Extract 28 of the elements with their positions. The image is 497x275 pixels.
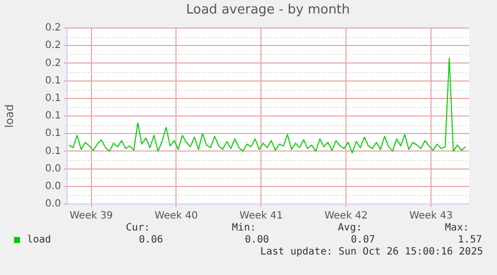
x-tick-label: Week 43 — [409, 210, 453, 222]
text: Avg: — [338, 222, 362, 234]
x-tick-label: Week 39 — [70, 210, 113, 222]
x-tick-label: Week 42 — [324, 210, 368, 222]
y-tick-label: 0.2 — [45, 58, 61, 69]
y-tick-label: 0.0 — [45, 163, 61, 174]
text: Last update: Sun Oct 26 15:00:16 2025 — [260, 246, 483, 258]
text: 0.06 — [138, 234, 163, 246]
y-tick-label: 0.1 — [45, 75, 61, 86]
x-tick-label: Week 40 — [154, 210, 198, 222]
legend-label: load — [27, 234, 52, 246]
y-axis-title: load — [2, 104, 16, 128]
y-tick-label: 0.0 — [45, 198, 61, 210]
y-tick-label: 0.1 — [45, 146, 61, 157]
text: 0.00 — [244, 234, 269, 246]
text: Cur: — [126, 222, 150, 234]
text: 0.07 — [350, 234, 375, 246]
y-tick-label: 0.2 — [45, 40, 61, 52]
text: Min: — [232, 222, 256, 234]
y-tick-label: 0.1 — [45, 128, 61, 140]
x-tick-label: Week 41 — [240, 210, 283, 222]
y-tick-label: 0.0 — [45, 180, 61, 192]
text: Max: — [444, 222, 469, 234]
text: 1.57 — [458, 234, 482, 246]
y-tick-label: 0.1 — [45, 110, 61, 122]
chart-title: Load average - by month — [186, 2, 350, 18]
y-tick-label: 0.1 — [45, 92, 61, 104]
y-tick-label: 0.2 — [45, 22, 61, 34]
